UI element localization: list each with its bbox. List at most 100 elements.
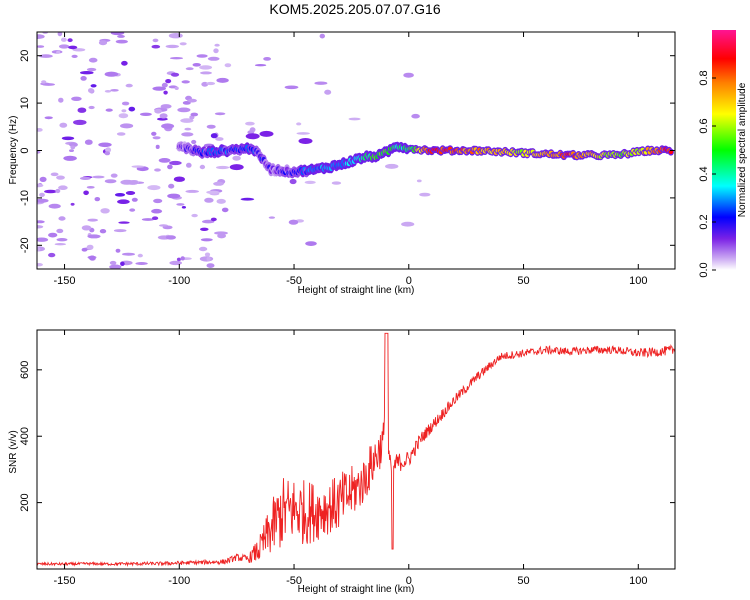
spectrogram-speckle <box>199 256 214 262</box>
spectrogram-speckle <box>121 109 127 113</box>
spectrogram-speckle <box>58 44 70 49</box>
spectrogram-speckle <box>159 224 168 227</box>
spectrogram-speckle <box>86 67 97 72</box>
spectrogram-speckle <box>206 124 216 129</box>
spectrogram-speckle <box>200 227 209 231</box>
colorbar-tick-label: 0.6 <box>698 118 710 133</box>
spectrogram-speckle <box>129 208 136 212</box>
spectrogram-speckle <box>69 149 74 153</box>
spectrogram-speckle <box>37 34 45 39</box>
spectrogram-speckle <box>127 180 139 185</box>
snr-x-tick-label: 0 <box>406 575 412 587</box>
spectrogram-speckle <box>221 207 229 213</box>
spectrogram-side-lobe <box>259 130 274 137</box>
spectrogram-speckle <box>125 191 136 195</box>
spectrogram-speckle <box>122 252 135 256</box>
snr-plot-area <box>37 330 675 569</box>
spectrogram-speckle <box>56 50 61 54</box>
spectrogram-speckle <box>155 144 160 149</box>
spectrogram-speckle <box>37 45 45 48</box>
spectrogram-speckle <box>296 132 310 135</box>
spectrogram-speckle <box>37 150 41 154</box>
spectrogram-speckle <box>81 248 88 252</box>
spectrogram-side-lobe <box>229 164 244 171</box>
spectrogram-speckle <box>115 248 121 253</box>
spectrogram-speckle <box>152 216 159 220</box>
spectrogram-speckle <box>170 57 183 60</box>
spectrogram-speckle <box>57 32 63 37</box>
spectrogram-speckle <box>139 112 152 117</box>
spectrogram-speckle <box>121 101 130 106</box>
spectrogram-speckle <box>131 165 145 168</box>
spectrogram-speckle <box>214 43 220 47</box>
spectrogram-speckle <box>104 151 111 156</box>
colorbar-tick-label: 0.2 <box>698 214 710 229</box>
spectrogram-speckle <box>232 155 241 161</box>
spectrogram-speckle <box>419 192 431 197</box>
figure-title: KOM5.2025.205.07.07.G16 <box>269 1 440 17</box>
spectrogram-x-tick-label: 50 <box>517 275 529 287</box>
snr-y-label: SNR (v/v) <box>8 430 19 473</box>
spectrogram-speckle <box>113 229 127 233</box>
spectrogram-speckle <box>151 208 163 214</box>
spectrogram-speckle <box>39 192 45 197</box>
snr-x-ticks: -150 -100 -50 0 50 100 <box>54 330 647 587</box>
spectrogram-speckle <box>80 76 87 81</box>
spectrogram-speckle <box>224 63 232 68</box>
spectrogram-speckle <box>163 90 168 95</box>
spectrogram-speckle <box>254 63 267 67</box>
spectrogram-speckle <box>167 193 181 199</box>
spectrogram-speckle <box>289 178 297 185</box>
spectrogram-speckle <box>216 77 229 83</box>
spectrogram-speckle <box>216 198 226 204</box>
spectrogram-speckle <box>152 86 166 91</box>
spectrogram-speckle <box>186 162 192 168</box>
spectrogram-speckle <box>181 132 194 137</box>
spectrogram-speckle <box>117 34 125 38</box>
spectrogram-speckle <box>152 136 161 140</box>
spectrogram-speckle <box>104 179 117 184</box>
spectrogram-speckle <box>80 71 94 75</box>
spectrogram-speckle <box>83 190 89 196</box>
spectrogram-x-tick-label: -150 <box>54 275 76 287</box>
spectrogram-speckle <box>199 164 206 170</box>
spectrogram-speckle <box>200 71 212 75</box>
spectrogram-speckle <box>151 131 157 136</box>
spectrogram-speckle <box>184 127 192 131</box>
spectrogram-marks <box>37 32 674 269</box>
spectrogram-speckle <box>104 71 119 77</box>
spectrogram-y-ticks: -20 -10 0 10 20 <box>19 50 675 253</box>
spectrogram-speckle <box>214 231 228 235</box>
spectrogram-speckle <box>176 257 181 262</box>
spectrogram-speckle <box>88 105 95 110</box>
spectrogram-speckle <box>56 238 68 242</box>
spectrogram-speckle <box>115 39 128 44</box>
spectrogram-speckle <box>213 181 224 186</box>
spectrogram-speckle <box>135 262 148 265</box>
spectrogram-speckle <box>331 181 342 185</box>
spectrogram-speckle <box>117 199 130 204</box>
spectrogram-speckle <box>110 32 125 36</box>
spectrogram-speckle <box>185 67 194 71</box>
spectrogram-speckle <box>189 115 195 120</box>
spectrogram-speckle <box>79 176 91 180</box>
spectrogram-speckle <box>217 233 227 239</box>
spectrogram-speckle <box>37 263 43 267</box>
spectrogram-speckle <box>105 147 112 153</box>
spectrogram-speckle <box>50 172 59 177</box>
spectrogram-speckle <box>37 183 44 188</box>
spectrogram-speckle <box>89 255 96 261</box>
spectrogram-x-label: Height of straight line (km) <box>298 285 415 296</box>
spectrogram-speckle <box>284 85 299 90</box>
spectrogram-speckle <box>41 80 47 84</box>
snr-x-tick-label: 50 <box>517 575 529 587</box>
spectrogram-speckle <box>168 33 183 39</box>
spectrogram-speckle <box>68 45 78 50</box>
spectrogram-speckle <box>165 79 172 84</box>
spectrogram-y-tick-label: 20 <box>19 50 31 62</box>
spectrogram-speckle <box>158 158 171 163</box>
spectrogram-speckle <box>58 216 66 221</box>
spectrogram-speckle <box>177 107 191 113</box>
spectrogram-x-ticks: -150 -100 -50 0 50 100 <box>54 32 647 287</box>
